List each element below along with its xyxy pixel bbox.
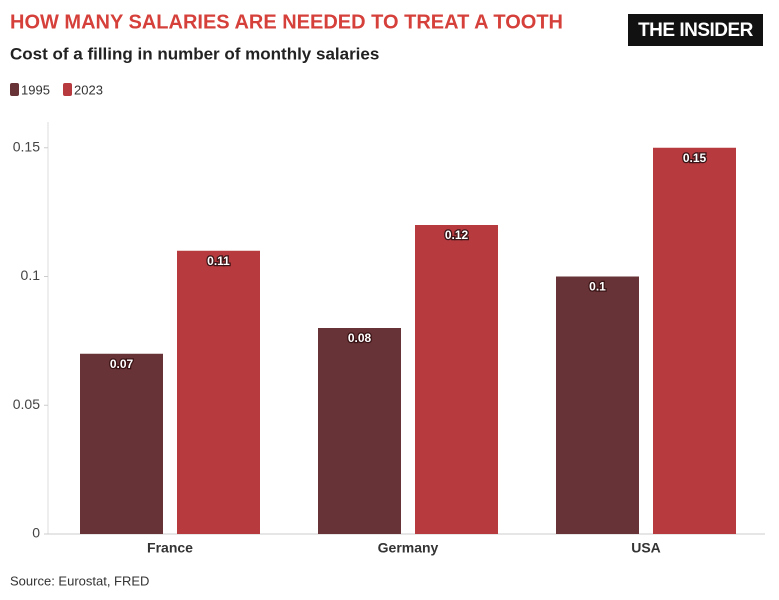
- source: Source: Eurostat, FRED: [10, 573, 149, 588]
- bar: [318, 328, 401, 534]
- logo: THE INSIDER: [638, 20, 754, 41]
- value-label: 0.12: [445, 228, 469, 242]
- value-label: 0.08: [348, 331, 372, 345]
- bar: [653, 147, 736, 534]
- value-label: 0.1: [589, 280, 606, 294]
- legend-swatch: [10, 83, 19, 96]
- y-tick-label: 0.1: [21, 267, 41, 283]
- x-tick-label: France: [147, 540, 193, 556]
- legend-label: 1995: [21, 82, 50, 97]
- value-label: 0.07: [110, 357, 134, 371]
- bar: [415, 225, 498, 534]
- x-tick-label: Germany: [378, 540, 439, 556]
- y-tick-label: 0.05: [13, 396, 40, 412]
- value-label: 0.15: [683, 151, 707, 165]
- bar: [80, 353, 163, 534]
- chart-subtitle: Cost of a filling in number of monthly s…: [10, 44, 379, 63]
- chart-title: HOW MANY SALARIES ARE NEEDED TO TREAT A …: [10, 11, 563, 33]
- y-tick-label: 0: [32, 525, 40, 541]
- bar: [556, 276, 639, 534]
- legend-label: 2023: [74, 82, 103, 97]
- value-label: 0.11: [207, 254, 230, 268]
- bar: [177, 250, 260, 534]
- legend-swatch: [63, 83, 72, 96]
- x-tick-label: USA: [631, 540, 661, 556]
- y-tick-label: 0.15: [13, 138, 40, 154]
- logo-box: [628, 14, 763, 46]
